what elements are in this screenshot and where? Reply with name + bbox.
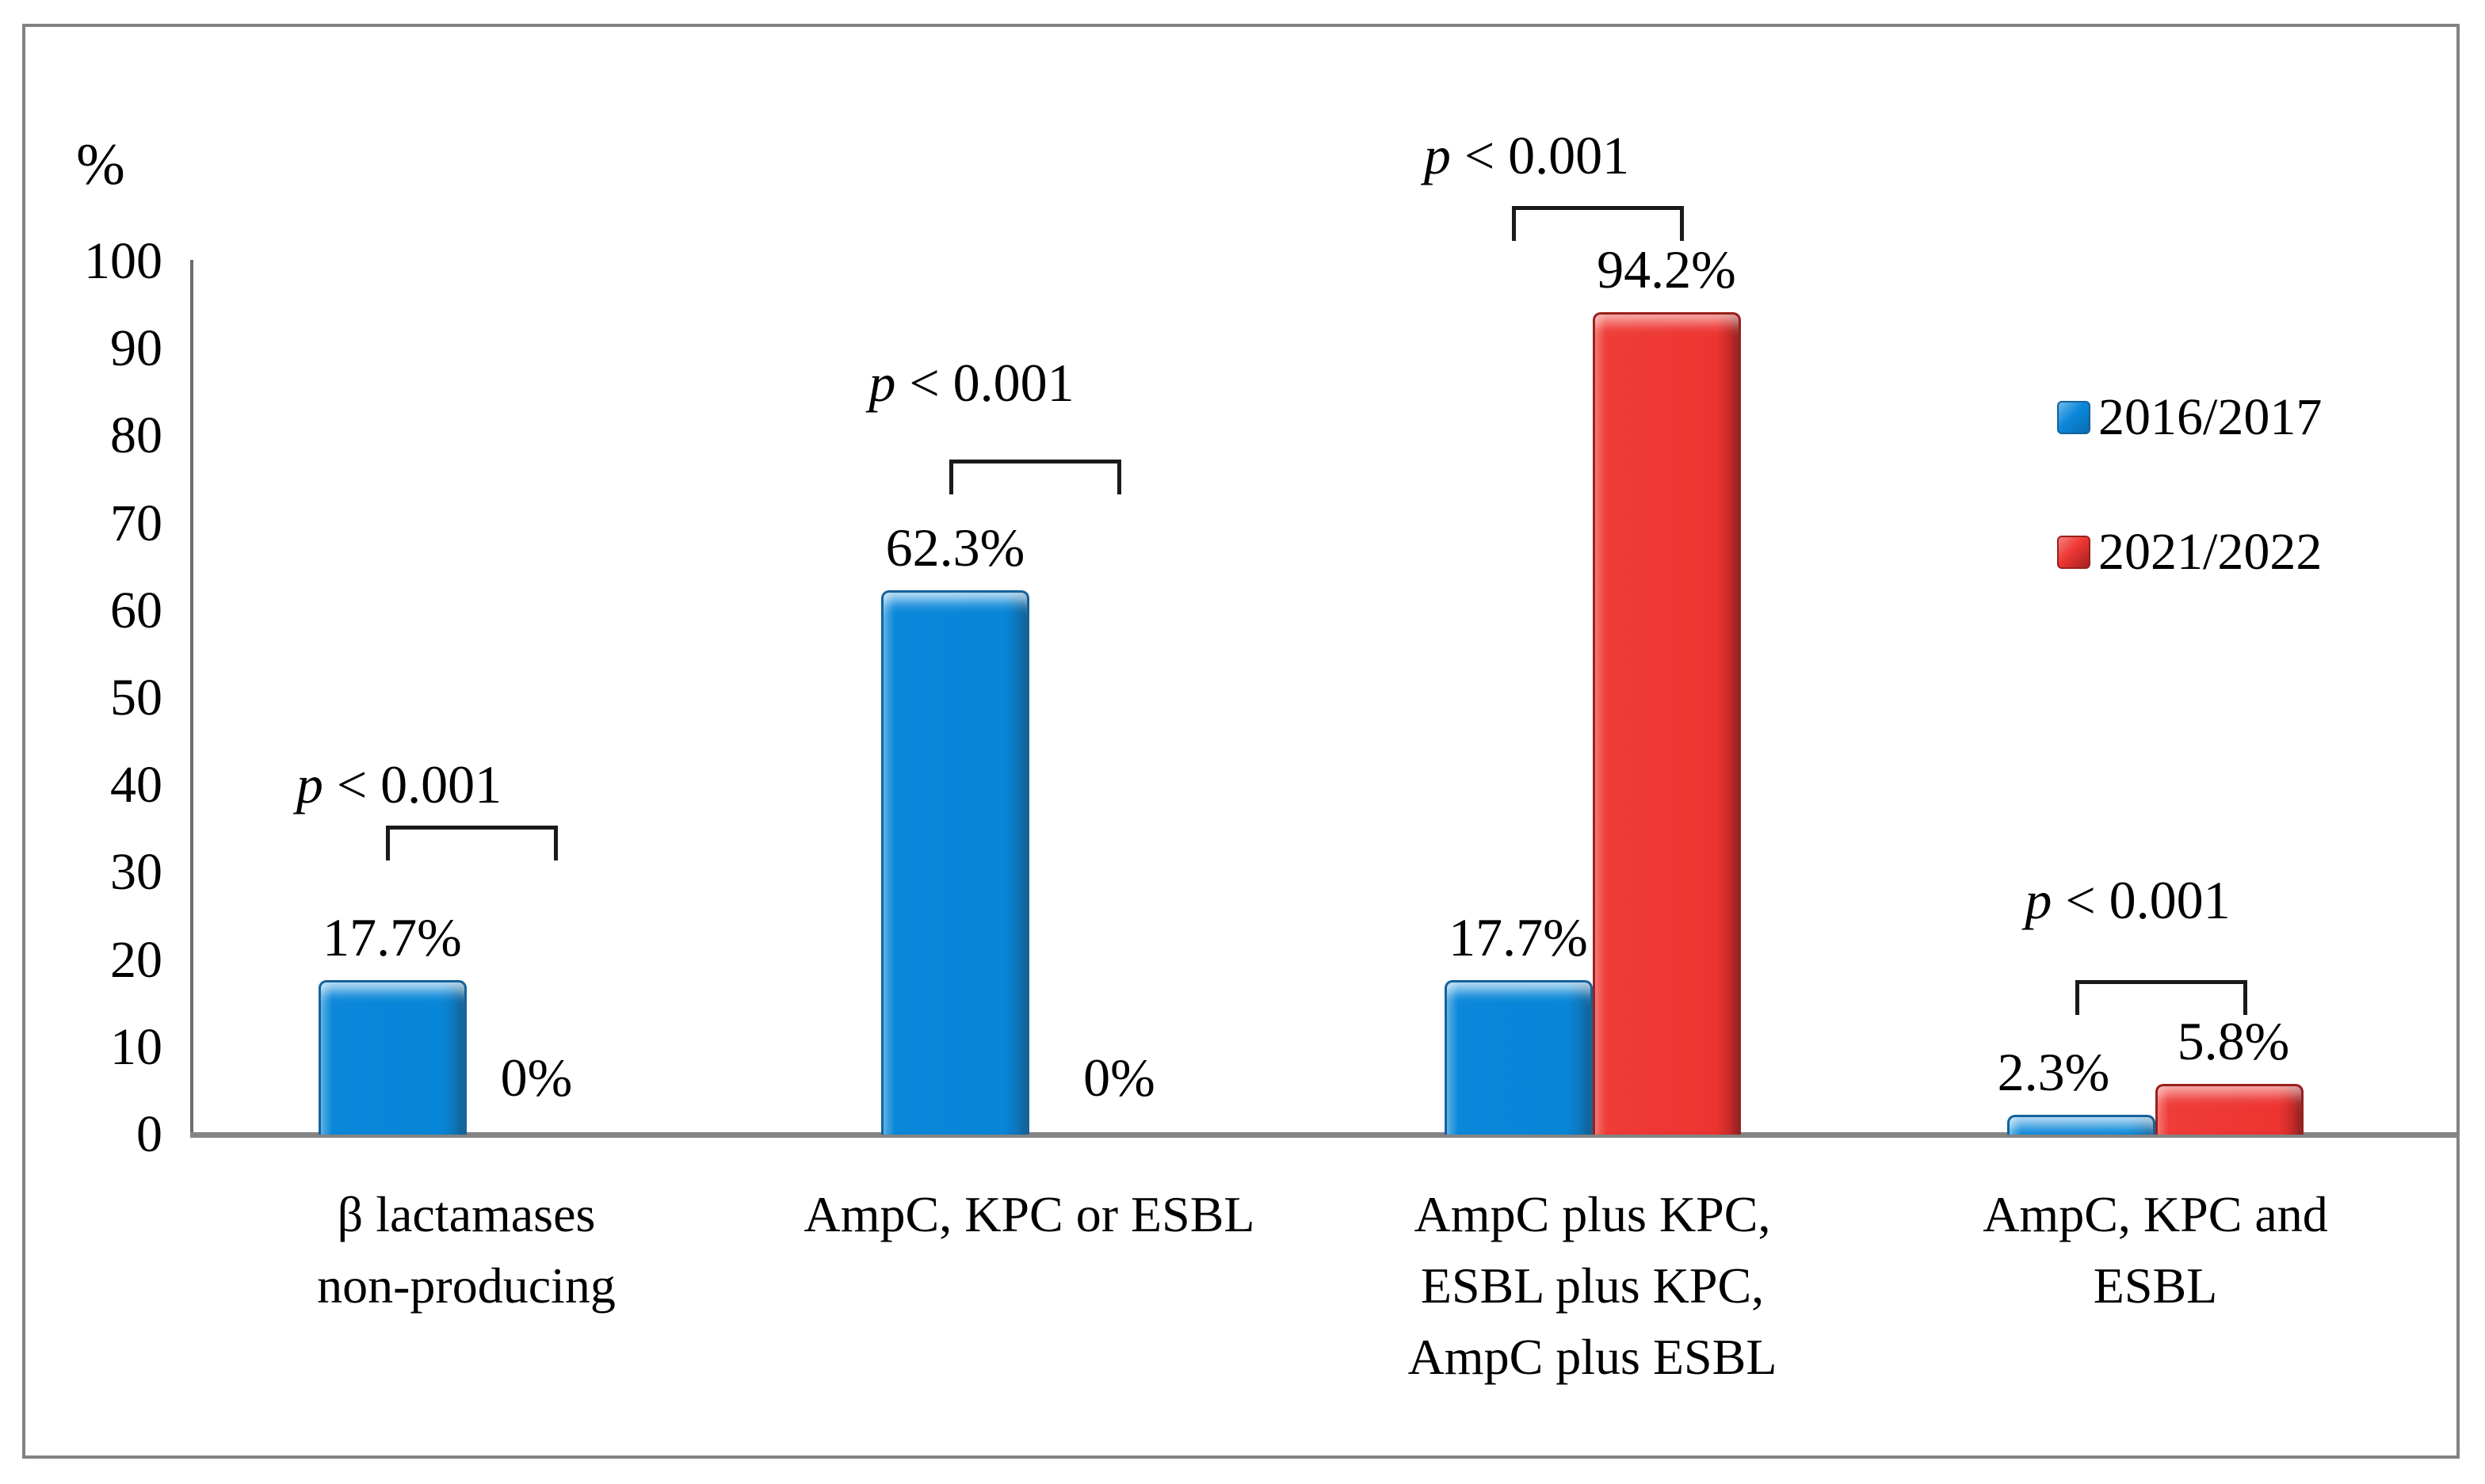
y-tick-100: 100 [84,232,162,290]
legend-item-2016-2017: 2016/2017 [2057,390,2322,445]
bar-value-label: 0% [500,1047,573,1108]
category-label-line: ESBL [2093,1257,2218,1314]
p-value-label-group-2: p < 0.001 [868,353,1075,413]
category-label-group-4: AmpC, KPC and ESBL [1846,1179,2464,1322]
x-axis-line [190,1132,2460,1138]
category-label-group-3: AmpC plus KPC, ESBL plus KPC, AmpC plus ES… [1284,1179,1902,1393]
significance-bracket-group-3 [1512,206,1684,241]
category-label-line: AmpC, KPC and [1983,1186,2328,1242]
bar-2016-2017-group-3 [1444,980,1593,1135]
category-label-line: AmpC plus KPC, [1414,1186,1771,1242]
significance-bracket-group-1 [386,826,558,860]
category-label-line: AmpC, KPC or ESBL [804,1186,1255,1242]
bar-value-label: 0% [1083,1047,1155,1108]
significance-bracket-group-2 [949,460,1121,494]
p-value-label-group-3: p < 0.001 [1423,125,1630,185]
legend-swatch-blue [2057,401,2090,434]
y-tick-90: 90 [110,319,162,378]
bar-value-label: 17.7% [323,907,462,967]
legend-swatch-red [2057,536,2090,569]
p-value-label-group-4: p < 0.001 [2025,870,2231,930]
bar-value-label: 5.8% [2177,1011,2290,1071]
legend-label: 2021/2022 [2098,523,2323,581]
legend-label: 2016/2017 [2098,388,2323,446]
y-tick-70: 70 [110,494,162,552]
bar-value-label: 2.3% [1997,1042,2110,1102]
bar-2021-2022-group-4 [2155,1084,2304,1135]
category-label-line: non-producing [317,1257,616,1314]
bar-value-label: 94.2% [1597,239,1736,299]
y-tick-60: 60 [110,581,162,639]
bar-2016-2017-group-2 [881,590,1029,1135]
figure-border [22,24,2460,1459]
y-tick-30: 30 [110,843,162,902]
bar-value-label: 62.3% [885,517,1025,578]
y-axis-title: % [76,132,125,197]
bar-2021-2022-group-3 [1592,312,1741,1135]
category-label-line: ESBL plus KPC, [1420,1257,1765,1314]
y-tick-20: 20 [110,930,162,989]
legend-item-2021-2022: 2021/2022 [2057,525,2322,580]
y-tick-10: 10 [110,1017,162,1076]
category-label-group-2: AmpC, KPC or ESBL [720,1179,1338,1250]
y-tick-50: 50 [110,669,162,727]
bar-2016-2017-group-4 [2007,1115,2155,1135]
bar-value-label: 17.7% [1449,907,1588,967]
y-tick-40: 40 [110,756,162,814]
significance-bracket-group-4 [2075,980,2247,1015]
category-label-line: β lactamases [337,1186,596,1242]
category-label-line: AmpC plus ESBL [1407,1329,1777,1385]
y-tick-80: 80 [110,406,162,465]
y-axis-line [190,260,193,1136]
category-label-group-1: β lactamases non-producing [158,1179,776,1322]
y-tick-0: 0 [136,1105,162,1163]
bar-2016-2017-group-1 [318,980,467,1135]
p-value-label-group-1: p < 0.001 [296,754,502,814]
